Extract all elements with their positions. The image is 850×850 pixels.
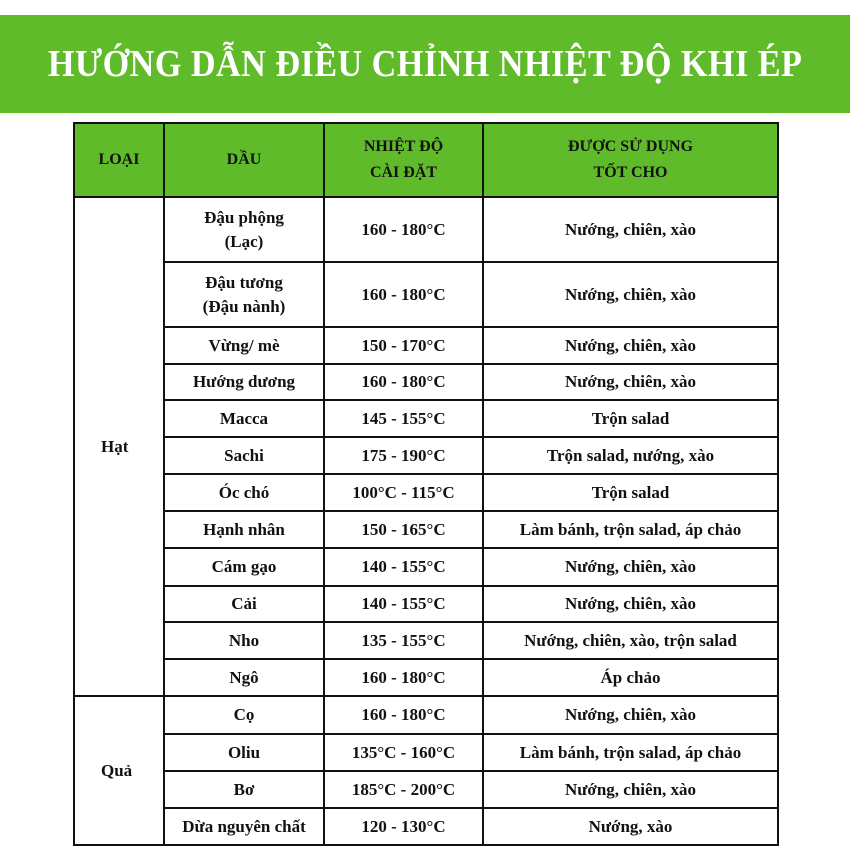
oil-name: Macca	[219, 408, 269, 428]
oil-cell: Vừng/ mè	[163, 326, 325, 365]
oil-cell: Dừa nguyên chất	[163, 807, 325, 846]
table-row: Cám gạo 140 - 155°C Nướng, chiên, xào	[74, 547, 779, 587]
oil-cell: Đậu tương (Đậu nành)	[163, 261, 325, 328]
oil-name: Vừng/ mè	[208, 335, 280, 355]
table-row: Macca 145 - 155°C Trộn salad	[74, 399, 779, 438]
page-title: HƯỚNG DẪN ĐIỀU CHỈNH NHIỆT ĐỘ KHI ÉP	[47, 43, 803, 85]
category-cell: Hạt	[73, 196, 165, 697]
usage-cell: Nướng, chiên, xào	[482, 695, 779, 735]
oil-cell: Cải	[163, 585, 325, 623]
oil-name: Dừa nguyên chất	[182, 816, 306, 836]
temperature-cell: 140 - 155°C	[323, 585, 484, 623]
usage-cell: Nướng, chiên, xào	[482, 196, 779, 263]
table-row: Cải 140 - 155°C Nướng, chiên, xào	[74, 585, 779, 623]
table-row: Hạnh nhân 150 - 165°C Làm bánh, trộn salad…	[74, 510, 779, 549]
usage-cell: Trộn salad, nướng, xào	[482, 436, 779, 475]
usage-cell: Nướng, chiên, xào	[482, 547, 779, 587]
temperature-cell: 160 - 180°C	[323, 658, 484, 697]
header-use: ĐƯỢC SỬ DỤNG TỐT CHO	[482, 122, 779, 198]
oil-name: Cải	[231, 594, 257, 613]
oil-name: Đậu tương	[205, 272, 283, 292]
oil-cell: Ngô	[163, 658, 325, 697]
oil-name-alt: (Đậu nành)	[202, 296, 286, 316]
header-use-line1: ĐƯỢC SỬ DỤNG	[567, 138, 694, 155]
temperature-cell: 100°C - 115°C	[323, 473, 484, 512]
oil-cell: Cám gạo	[163, 547, 325, 587]
usage-cell: Nướng, chiên, xào	[482, 261, 779, 328]
oil-name: Đậu phộng	[204, 207, 284, 227]
oil-cell: Hạnh nhân	[163, 510, 325, 549]
table-row: Óc chó 100°C - 115°C Trộn salad	[74, 473, 779, 512]
usage-cell: Nướng, chiên, xào	[482, 770, 779, 809]
temperature-cell: 135°C - 160°C	[323, 733, 484, 772]
usage-cell: Trộn salad	[482, 399, 779, 438]
usage-cell: Làm bánh, trộn salad, áp chảo	[482, 510, 779, 549]
oil-cell: Oliu	[163, 733, 325, 772]
usage-cell: Áp chảo	[482, 658, 779, 697]
temperature-cell: 145 - 155°C	[323, 399, 484, 438]
usage-cell: Nướng, chiên, xào	[482, 585, 779, 623]
oil-cell: Đậu phộng (Lạc)	[163, 196, 325, 263]
oil-name: Oliu	[227, 742, 261, 762]
usage-cell: Nướng, chiên, xào	[482, 326, 779, 365]
oil-name: Hạnh nhân	[203, 519, 285, 539]
table-row: Vừng/ mè 150 - 170°C Nướng, chiên, xào	[74, 326, 779, 365]
oil-cell: Óc chó	[163, 473, 325, 512]
oil-name: Cọ	[233, 705, 255, 724]
oil-name: Ngô	[229, 667, 259, 687]
header-row: LOẠI DẦU NHIỆT ĐỘ CÀI ĐẶT ĐƯỢC SỬ DỤNG TỐT…	[73, 122, 779, 198]
table-row: Hạt Đậu phộng (Lạc) 160 - 180°C Nướng, chiên…	[73, 196, 779, 697]
temperature-cell: 150 - 170°C	[323, 326, 484, 365]
oil-name: Nho	[228, 630, 260, 650]
oil-name: Bơ	[233, 779, 255, 799]
temperature-cell: 160 - 180°C	[323, 196, 484, 263]
usage-cell: Trộn salad	[482, 473, 779, 512]
header-type: LOẠI	[73, 122, 165, 198]
table-row: Nho 135 - 155°C Nướng, chiên, xào, trộn sa…	[74, 621, 779, 660]
oil-name: Cám gạo	[211, 557, 277, 576]
oil-cell: Hướng dương	[163, 363, 325, 401]
usage-cell: Nướng, xào	[482, 807, 779, 846]
temperature-cell: 185°C - 200°C	[323, 770, 484, 809]
usage-cell: Nướng, chiên, xào	[482, 363, 779, 401]
header-temp-line1: NHIỆT ĐỘ	[363, 138, 444, 155]
category-cell: Quả	[73, 695, 165, 846]
title-banner: HƯỚNG DẪN ĐIỀU CHỈNH NHIỆT ĐỘ KHI ÉP	[0, 15, 850, 113]
table-row: Bơ 185°C - 200°C Nướng, chiên, xào	[74, 770, 779, 809]
header-temp-line2: CÀI ĐẶT	[369, 164, 438, 181]
oil-name: Óc chó	[218, 482, 270, 502]
header-temp: NHIỆT ĐỘ CÀI ĐẶT	[323, 122, 484, 198]
usage-cell: Làm bánh, trộn salad, áp chảo	[482, 733, 779, 772]
table-row: Oliu 135°C - 160°C Làm bánh, trộn salad, á…	[74, 733, 779, 772]
temperature-cell: 160 - 180°C	[323, 363, 484, 401]
temperature-cell: 120 - 130°C	[323, 807, 484, 846]
temperature-cell: 150 - 165°C	[323, 510, 484, 549]
usage-cell: Nướng, chiên, xào, trộn salad	[482, 621, 779, 660]
temperature-cell: 160 - 180°C	[323, 261, 484, 328]
table-row: Sachi 175 - 190°C Trộn salad, nướng, xào	[74, 436, 779, 475]
temperature-cell: 135 - 155°C	[323, 621, 484, 660]
oil-cell: Bơ	[163, 770, 325, 809]
oil-name: Hướng dương	[192, 372, 296, 391]
oil-cell: Sachi	[163, 436, 325, 475]
temperature-cell: 140 - 155°C	[323, 547, 484, 587]
table-row: Hướng dương 160 - 180°C Nướng, chiên, xào	[74, 363, 779, 401]
oil-cell: Cọ	[163, 695, 325, 735]
oil-name: Sachi	[224, 445, 264, 465]
oil-cell: Nho	[163, 621, 325, 660]
table-row: Dừa nguyên chất 120 - 130°C Nướng, xào	[74, 807, 779, 846]
table-row: Đậu tương (Đậu nành) 160 - 180°C Nướng, chi…	[74, 261, 779, 328]
oil-name-alt: (Lạc)	[224, 231, 264, 251]
table-row: Ngô 160 - 180°C Áp chảo	[74, 658, 779, 697]
header-oil: DẦU	[163, 122, 325, 198]
temperature-cell: 160 - 180°C	[323, 695, 484, 735]
header-use-line2: TỐT CHO	[593, 164, 668, 181]
temperature-table: LOẠI DẦU NHIỆT ĐỘ CÀI ĐẶT ĐƯỢC SỬ DỤNG TỐT…	[73, 122, 779, 846]
table-row: Quả Cọ 160 - 180°C Nướng, chiên, xào	[73, 695, 779, 846]
temperature-cell: 175 - 190°C	[323, 436, 484, 475]
oil-cell: Macca	[163, 399, 325, 438]
